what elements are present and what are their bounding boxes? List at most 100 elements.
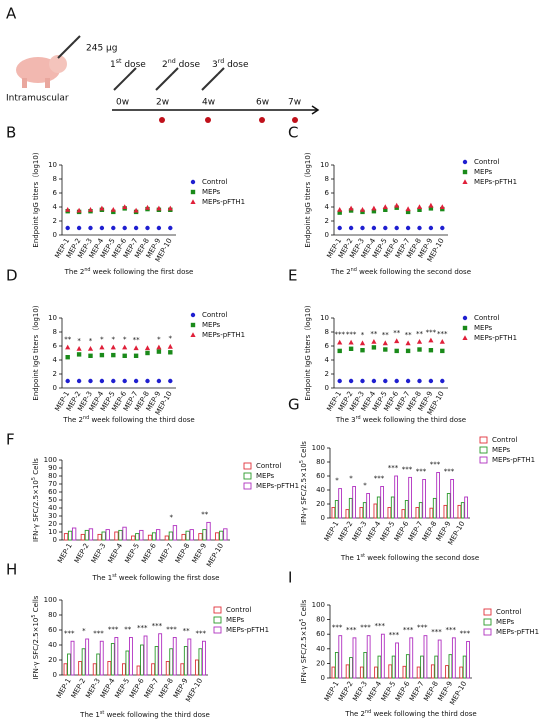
significance-label: *** — [426, 328, 437, 336]
bar — [434, 655, 439, 679]
y-tick-label: 0 — [325, 231, 329, 239]
data-point — [99, 344, 105, 350]
legend-label: Control — [474, 158, 499, 166]
bar — [416, 666, 421, 679]
data-point — [110, 207, 116, 212]
legend-swatch — [462, 315, 468, 321]
data-point — [348, 225, 354, 231]
y-tick-label: 0 — [325, 384, 329, 392]
bar — [96, 653, 101, 676]
data-point — [416, 204, 423, 209]
data-point — [416, 339, 423, 344]
dose-amount: 245 μg — [86, 44, 117, 54]
data-point — [337, 348, 342, 354]
significance-label: *** — [437, 330, 448, 338]
data-point — [168, 350, 173, 355]
y-tick-label: 2 — [53, 370, 57, 378]
bar — [436, 472, 440, 519]
data-point — [156, 349, 162, 354]
data-point — [87, 346, 94, 351]
data-point — [145, 225, 150, 231]
data-point — [359, 207, 366, 212]
data-point — [394, 202, 400, 208]
bar — [464, 496, 468, 519]
label-part: nd — [83, 415, 89, 421]
bar — [334, 652, 339, 679]
dose-label: 3rd dose — [212, 58, 249, 70]
week-label: 6w — [256, 98, 269, 108]
label-part: Cells — [300, 441, 308, 460]
significance-label: * — [157, 335, 161, 343]
bar — [451, 637, 456, 679]
bar — [135, 533, 140, 541]
data-point — [417, 225, 422, 231]
significance-label: ** — [382, 331, 390, 339]
data-point — [360, 378, 365, 384]
bar — [443, 504, 448, 519]
significance-label: *** — [374, 622, 385, 630]
y-tick-label: 20 — [48, 656, 57, 664]
bar — [136, 665, 141, 676]
y-tick-label: 0 — [53, 384, 57, 392]
bar — [187, 638, 192, 676]
data-point — [440, 225, 445, 231]
week-label: 4w — [202, 98, 215, 108]
y-tick-label: 2 — [325, 370, 329, 378]
x-axis-title: The 2nd week following the third dose — [344, 709, 476, 719]
data-point — [111, 225, 116, 231]
data-point — [371, 339, 377, 344]
bar — [71, 527, 77, 541]
bar — [85, 638, 90, 676]
significance-label: *** — [334, 331, 345, 339]
label-part: Cells — [32, 595, 40, 614]
significance-label: *** — [152, 622, 163, 630]
y-tick-label: 6 — [53, 342, 58, 350]
bar — [376, 496, 381, 519]
bar — [202, 640, 206, 676]
data-point — [440, 348, 445, 354]
label-part: nd — [168, 58, 176, 65]
data-point — [99, 378, 105, 384]
bar — [92, 663, 97, 676]
y-axis-title: Endpoint IgG titers（log10) — [32, 152, 40, 247]
pig-icon — [16, 55, 67, 88]
bar — [97, 533, 102, 541]
bar — [373, 503, 378, 519]
label-part: week following the third dose — [89, 416, 194, 424]
data-point — [167, 343, 173, 349]
bar — [349, 657, 353, 679]
label-part: 5 — [31, 477, 37, 480]
bar — [362, 502, 367, 519]
y-tick-label: 70 — [48, 480, 57, 488]
label-part: nd — [351, 267, 357, 273]
syringe-icon — [57, 35, 225, 91]
data-point — [88, 378, 93, 384]
data-point — [348, 205, 354, 211]
bar — [172, 525, 178, 541]
data-point — [76, 225, 82, 231]
label-part: Cells — [32, 458, 40, 477]
data-point — [359, 340, 366, 346]
x-axis-title: The 2nd week following the third dose — [62, 415, 194, 425]
label-part: week following the first dose — [91, 268, 194, 276]
significance-label: *** — [108, 626, 119, 634]
data-point — [383, 347, 388, 352]
significance-label: *** — [360, 624, 371, 632]
y-axis-title: Endpoint IgG titers（log10) — [32, 305, 40, 400]
bar — [366, 493, 370, 519]
panel-letter: I — [288, 569, 292, 587]
legend-swatch — [483, 608, 492, 616]
bar — [206, 521, 211, 541]
y-tick-label: 30 — [48, 512, 57, 520]
data-point — [394, 225, 399, 231]
data-point — [383, 378, 388, 384]
data-point — [65, 355, 70, 360]
bar — [377, 655, 382, 679]
y-tick-label: 60 — [48, 626, 57, 634]
legend-swatch — [462, 335, 468, 340]
bar — [118, 529, 123, 541]
label-part: 5 — [299, 619, 305, 622]
bar — [168, 531, 174, 541]
label-part: 1 — [110, 60, 116, 70]
significance-label: ** — [370, 330, 378, 338]
